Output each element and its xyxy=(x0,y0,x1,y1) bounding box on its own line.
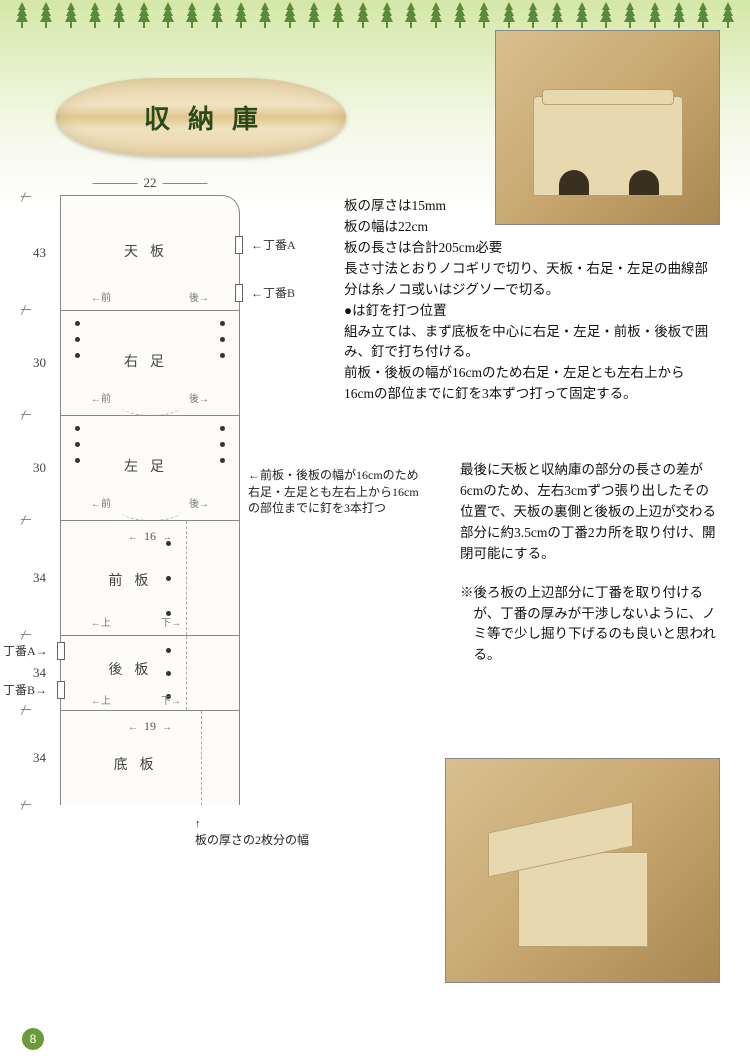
tree-icon xyxy=(622,2,638,28)
section-maeban: 34 前板 ←16→ ←上 下→ xyxy=(60,520,240,635)
hinge-a-left: 丁番A→ xyxy=(3,642,48,659)
tree-icon xyxy=(209,2,225,28)
line-2: 板の幅は22cm xyxy=(344,217,714,238)
label-hidariashi: 左足 xyxy=(124,456,176,476)
tree-icon xyxy=(233,2,249,28)
dim-atoban: 34 xyxy=(33,665,46,681)
page-title: 収納庫 xyxy=(126,99,276,136)
tree-icon xyxy=(574,2,590,28)
title-plaque: 収納庫 xyxy=(56,78,346,156)
label-atoban: 後板 xyxy=(108,659,160,679)
tree-icon xyxy=(720,2,736,28)
up-marker-2: ←上 xyxy=(91,692,111,707)
right-para: 最後に天板と収納庫の部分の長さの差が6cmのため、左右3cmずつ張り出したその位… xyxy=(460,460,720,565)
label-sokoban: 底板 xyxy=(114,754,166,774)
line-7: 前板・後板の幅が16cmのため右足・左足とも左右上から16cmの部位までに釘を3… xyxy=(344,363,714,405)
down-marker-2: 下→ xyxy=(161,692,181,707)
line-3: 板の長さは合計205cm必要 xyxy=(344,238,714,259)
leg-nail-annotation: ←前板・後板の幅が16cmのため 右足・左足とも左右上から16cm の部位までに… xyxy=(248,450,423,517)
front-marker-3: ←前 xyxy=(91,495,111,510)
up-marker: ←上 xyxy=(91,614,111,629)
hinge-b-left: 丁番B→ xyxy=(3,681,47,698)
tree-icon xyxy=(257,2,273,28)
hinge-a-label: ←丁番A xyxy=(251,236,296,253)
right-column: 最後に天板と収納庫の部分の長さの差が6cmのため、左右3cmずつ張り出したその位… xyxy=(460,460,720,666)
section-atoban: 34 後板 丁番A→ 丁番B→ ←上 下→ xyxy=(60,635,240,710)
back-marker-3: 後→ xyxy=(189,495,209,510)
tree-icon xyxy=(14,2,30,28)
bott_-thickness-note: ↑ 板の厚さの2枚分の幅 xyxy=(195,815,375,849)
section-hidariashi: 30 左足 ←前 後→ xyxy=(60,415,240,520)
tree-icon xyxy=(355,2,371,28)
tree-icon xyxy=(184,2,200,28)
dim-maeban: 34 xyxy=(33,570,46,586)
dim-sokoban: 34 xyxy=(33,750,46,766)
tree-icon xyxy=(549,2,565,28)
tree-icon xyxy=(87,2,103,28)
section-sokoban: 34 底板 ←19→ xyxy=(60,710,240,805)
dim-hidariashi: 30 xyxy=(33,460,46,476)
inner-width-sokoban: ←19→ xyxy=(122,719,178,734)
line-4: 長さ寸法とおりノコギリで切り、天板・右足・左足の曲線部分は糸ノコ或いはジグソーで… xyxy=(344,259,714,301)
hinge-b-label: ←丁番B xyxy=(251,284,295,301)
main-instructions: 板の厚さは15mm 板の幅は22cm 板の長さは合計205cm必要 長さ寸法とお… xyxy=(344,196,714,405)
back-marker: 後→ xyxy=(189,289,209,304)
tree-icon xyxy=(160,2,176,28)
label-tenban: 天板 xyxy=(124,241,176,261)
tree-icon xyxy=(403,2,419,28)
label-maeban: 前板 xyxy=(108,570,160,590)
tree-icon xyxy=(63,2,79,28)
tree-icon xyxy=(38,2,54,28)
cutting-diagram: 22 43 天板 ←丁番A ←丁番B ←前 後→ 30 右足 ←前 後→ 30 … xyxy=(60,195,240,805)
back-marker-2: 後→ xyxy=(189,390,209,405)
tree-icon xyxy=(501,2,517,28)
tree-icon xyxy=(647,2,663,28)
tree-icon xyxy=(330,2,346,28)
tree-icon xyxy=(306,2,322,28)
photo-bench-open xyxy=(445,758,720,983)
page-number: 8 xyxy=(22,1028,44,1050)
front-marker: ←前 xyxy=(91,289,111,304)
tree-icon xyxy=(428,2,444,28)
tree-icon xyxy=(282,2,298,28)
tree-icon xyxy=(671,2,687,28)
tree-icon xyxy=(525,2,541,28)
tree-icon xyxy=(476,2,492,28)
right-note: ※後ろ板の上辺部分に丁番を取り付けるが、丁番の厚みが干渉しないように、ノミ等で少… xyxy=(460,583,720,667)
tree-icon xyxy=(136,2,152,28)
line-1: 板の厚さは15mm xyxy=(344,196,714,217)
tree-icon xyxy=(598,2,614,28)
dim-migiashi: 30 xyxy=(33,355,46,371)
tree-icon xyxy=(695,2,711,28)
tree-icon xyxy=(111,2,127,28)
dim-tenban: 43 xyxy=(33,245,46,261)
section-tenban: 43 天板 ←丁番A ←丁番B ←前 後→ xyxy=(60,195,240,310)
line-5: ●は釘を打つ位置 xyxy=(344,301,714,322)
down-marker: 下→ xyxy=(161,614,181,629)
front-marker-2: ←前 xyxy=(91,390,111,405)
tree-icon xyxy=(379,2,395,28)
tree-icon xyxy=(452,2,468,28)
dim-width: 22 xyxy=(144,175,157,191)
section-migiashi: 30 右足 ←前 後→ xyxy=(60,310,240,415)
line-6: 組み立ては、まず底板を中心に右足・左足・前板・後板で囲み、釘で打ち付ける。 xyxy=(344,322,714,364)
label-migiashi: 右足 xyxy=(124,351,176,371)
tree-border: // placeholder filled below after JSON p… xyxy=(0,0,750,30)
